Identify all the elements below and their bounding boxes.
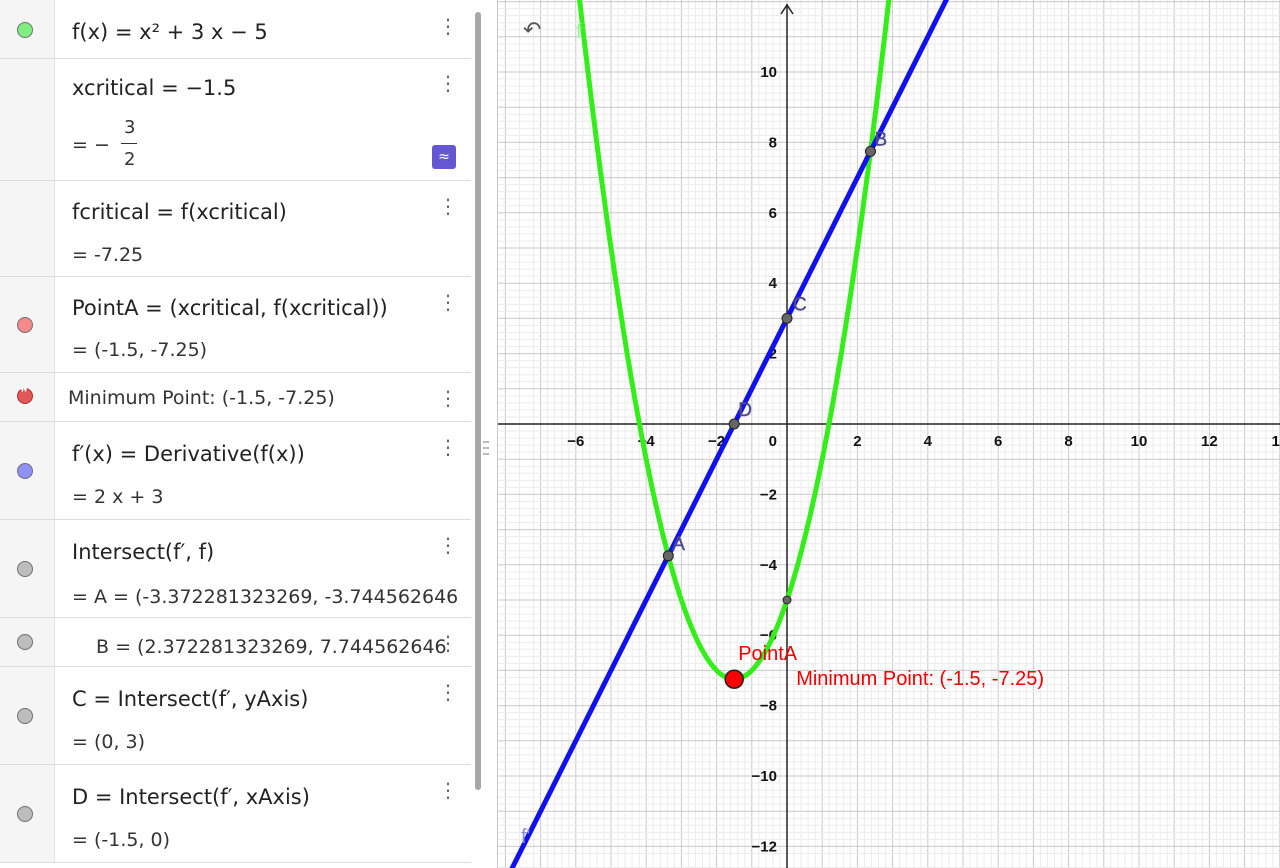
y-tick-label: −4 <box>760 557 778 574</box>
algebra-row-xcritical[interactable]: xcritical = −1.5 = − 3 2 ≈ <box>0 59 471 181</box>
algebra-row-f[interactable]: f(x) = x² + 3 x − 5 <box>0 0 471 59</box>
algebra-row-pointA[interactable]: PointA = (xcritical, f(xcritical)) = (-1… <box>0 277 471 373</box>
more-menu-icon[interactable] <box>438 535 452 555</box>
point-label-B: B <box>875 129 888 150</box>
output-point-A: = A = (-3.372281323269, -3.744562646 <box>72 586 459 608</box>
points[interactable] <box>662 145 877 689</box>
y-tick-label: −12 <box>752 838 777 855</box>
y-tick-label: 6 <box>769 205 777 222</box>
y-tick-label: 8 <box>769 134 777 151</box>
point-label-C: C <box>793 294 807 315</box>
x-tick-label: 2 <box>853 433 861 450</box>
x-tick-label: 10 <box>1131 433 1148 450</box>
fraction-denominator: 2 <box>124 149 136 170</box>
pointA-label: PointA <box>738 643 798 665</box>
quote-glyph: ❞ <box>20 386 28 401</box>
output-D: = (-1.5, 0) <box>72 829 171 851</box>
quote-icon[interactable]: ❞ <box>17 386 33 404</box>
more-menu-icon[interactable] <box>438 196 452 216</box>
grid <box>498 0 1280 868</box>
algebra-row-fprime[interactable]: f′(x) = Derivative(f(x)) = 2 x + 3 <box>0 422 471 520</box>
more-menu-icon[interactable] <box>438 73 452 93</box>
intersection-point-A <box>662 550 674 562</box>
output-xcritical-prefix: = − <box>72 134 110 156</box>
visibility-toggle-C[interactable] <box>17 708 33 724</box>
approx-toggle-button[interactable]: ≈ <box>432 145 456 169</box>
output-fcritical: = -7.25 <box>72 244 144 266</box>
y-tick-label: 10 <box>760 64 777 81</box>
expression-fprime[interactable]: f′(x) = Derivative(f(x)) <box>72 442 305 466</box>
more-menu-icon[interactable] <box>438 388 452 408</box>
x-tick-label: 4 <box>924 433 933 450</box>
minimum-point-caption: Minimum Point: (-1.5, -7.25) <box>796 668 1044 690</box>
algebra-row-fcritical[interactable]: fcritical = f(xcritical) = -7.25 <box>0 181 471 277</box>
algebra-row-text[interactable]: ❞ Minimum Point: (-1.5, -7.25) <box>0 373 471 422</box>
algebra-view: f(x) = x² + 3 x − 5 xcritical = −1.5 = −… <box>0 0 498 868</box>
x-tick-label: 8 <box>1064 433 1072 450</box>
visibility-toggle-D[interactable] <box>17 806 33 822</box>
view-splitter-handle[interactable] <box>483 437 489 463</box>
algebra-row-C[interactable]: C = Intersect(f′, yAxis) = (0, 3) <box>0 667 471 765</box>
row-gutter <box>0 59 55 180</box>
intersection-point-C <box>781 312 793 324</box>
expression-xcritical[interactable]: xcritical = −1.5 <box>72 76 237 100</box>
x-tick-label: 14 <box>1271 433 1280 450</box>
point-label-A: A <box>672 534 685 555</box>
algebra-scrollbar[interactable] <box>475 12 481 790</box>
output-fprime: = 2 x + 3 <box>72 486 164 508</box>
more-menu-icon[interactable] <box>438 682 452 702</box>
graphics-view[interactable]: −6−4−202468101214108642−2−4−6−8−10−12 AB… <box>498 0 1280 868</box>
undo-icon[interactable]: ↶ <box>523 18 542 43</box>
expression-fcritical[interactable]: fcritical = f(xcritical) <box>72 200 287 224</box>
intersection-point-B <box>865 145 877 157</box>
expression-f[interactable]: f(x) = x² + 3 x − 5 <box>72 20 268 44</box>
curve-point <box>782 595 792 605</box>
y-tick-label: −8 <box>760 698 777 715</box>
output-point-B: B = (2.372281323269, 7.744562646 <box>96 636 447 658</box>
line-fprime-label: f' <box>521 826 530 848</box>
more-menu-icon[interactable] <box>438 16 452 36</box>
x-tick-label: 12 <box>1201 433 1218 450</box>
output-C: = (0, 3) <box>72 731 146 753</box>
x-tick-label: 0 <box>769 433 777 450</box>
x-tick-label: −6 <box>567 433 584 450</box>
intersection-point-D <box>728 418 740 430</box>
y-tick-label: 4 <box>769 275 778 292</box>
expression-D[interactable]: D = Intersect(f′, xAxis) <box>72 785 310 809</box>
more-menu-icon[interactable] <box>438 780 452 800</box>
visibility-toggle-pointA[interactable] <box>17 317 33 333</box>
expression-C[interactable]: C = Intersect(f′, yAxis) <box>72 687 309 711</box>
visibility-toggle-fprime[interactable] <box>17 463 33 479</box>
y-tick-label: 2 <box>769 346 777 363</box>
algebra-row-intersect[interactable]: Intersect(f′, f) = A = (-3.372281323269,… <box>0 520 471 618</box>
expression-pointA[interactable]: PointA = (xcritical, f(xcritical)) <box>72 296 388 320</box>
axes <box>498 3 1280 868</box>
fraction-numerator: 3 <box>124 117 136 138</box>
text-minimum-point[interactable]: Minimum Point: (-1.5, -7.25) <box>68 387 335 409</box>
y-tick-label: −10 <box>752 768 777 785</box>
line-fprime[interactable] <box>498 0 963 868</box>
point-labels: A B C D PointA Minimum Point: (-1.5, -7.25) f f… <box>521 21 1044 848</box>
fraction-bar <box>121 143 137 144</box>
curve-f-label: f <box>576 21 582 43</box>
algebra-row-B[interactable]: B = (2.372281323269, 7.744562646 <box>0 618 471 667</box>
y-tick-label: −2 <box>760 486 777 503</box>
more-menu-icon[interactable] <box>438 437 452 457</box>
visibility-toggle-A[interactable] <box>17 561 33 577</box>
x-tick-label: 6 <box>994 433 1002 450</box>
output-pointA: = (-1.5, -7.25) <box>72 339 208 361</box>
visibility-toggle-B[interactable] <box>17 634 33 650</box>
y-axis-arrow <box>780 3 794 15</box>
expression-intersect[interactable]: Intersect(f′, f) <box>72 540 215 564</box>
visibility-toggle-f[interactable] <box>17 22 33 38</box>
more-menu-icon[interactable] <box>438 292 452 312</box>
algebra-row-D[interactable]: D = Intersect(f′, xAxis) = (-1.5, 0) <box>0 765 471 863</box>
more-menu-icon[interactable] <box>438 633 452 653</box>
pointA-marker <box>724 669 744 689</box>
point-label-D: D <box>738 400 752 421</box>
row-gutter <box>0 181 55 276</box>
